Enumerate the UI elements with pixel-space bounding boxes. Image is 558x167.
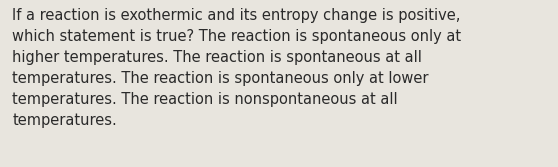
Text: If a reaction is exothermic and its entropy change is positive,
which statement : If a reaction is exothermic and its entr…: [12, 8, 461, 128]
